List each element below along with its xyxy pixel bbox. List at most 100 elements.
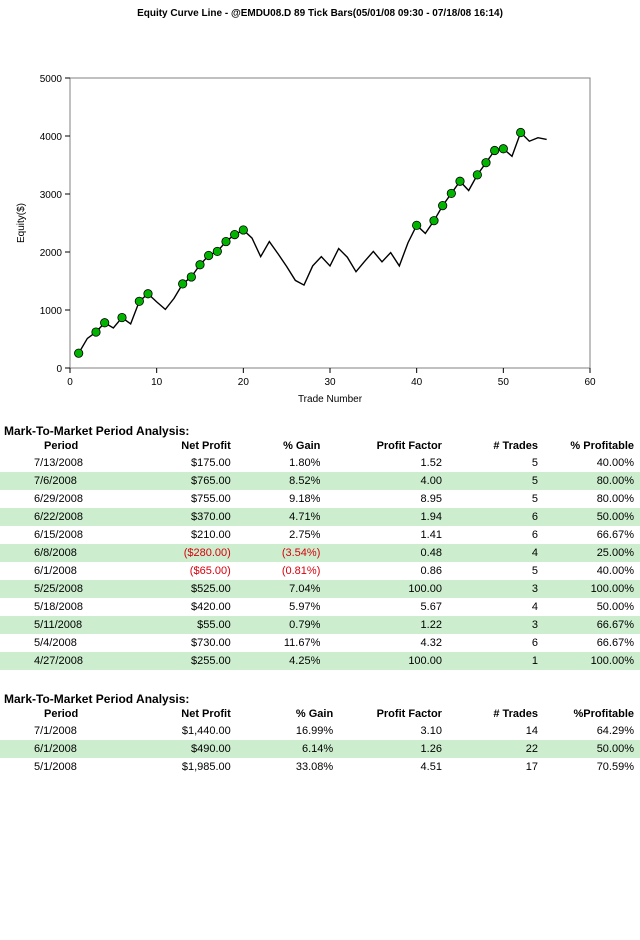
svg-text:0: 0 bbox=[67, 377, 73, 388]
table-cell: 33.08% bbox=[237, 758, 339, 776]
svg-text:0: 0 bbox=[56, 364, 62, 375]
table-cell: 5/25/2008 bbox=[0, 580, 122, 598]
svg-text:Trade Number: Trade Number bbox=[298, 394, 363, 403]
column-header: Profit Factor bbox=[339, 706, 448, 722]
table-cell: 4 bbox=[448, 544, 544, 562]
table1-title: Mark-To-Market Period Analysis: bbox=[0, 416, 640, 438]
table-cell: 5 bbox=[448, 472, 544, 490]
table-cell: $370.00 bbox=[122, 508, 237, 526]
table-cell: 5.67 bbox=[326, 598, 448, 616]
table-cell: 66.67% bbox=[544, 634, 640, 652]
chart-title: Equity Curve Line - @EMDU08.D 89 Tick Ba… bbox=[0, 0, 640, 23]
table-cell: 11.67% bbox=[237, 634, 327, 652]
column-header: % Gain bbox=[237, 706, 339, 722]
table-cell: 6 bbox=[448, 634, 544, 652]
table-cell: $490.00 bbox=[122, 740, 237, 758]
table2-title: Mark-To-Market Period Analysis: bbox=[0, 684, 640, 706]
table-cell: $755.00 bbox=[122, 490, 237, 508]
table-row: 6/29/2008$755.009.18%8.95580.00% bbox=[0, 490, 640, 508]
table-cell: 5 bbox=[448, 454, 544, 472]
table-cell: $210.00 bbox=[122, 526, 237, 544]
table-cell: 1 bbox=[448, 652, 544, 670]
table-cell: 6/29/2008 bbox=[0, 490, 122, 508]
table-cell: 4.25% bbox=[237, 652, 327, 670]
table-cell: 16.99% bbox=[237, 722, 339, 740]
table-cell: $1,440.00 bbox=[122, 722, 237, 740]
table-cell: 1.41 bbox=[326, 526, 448, 544]
column-header: Period bbox=[0, 438, 122, 454]
table-row: 7/6/2008$765.008.52%4.00580.00% bbox=[0, 472, 640, 490]
column-header: Net Profit bbox=[122, 706, 237, 722]
table-cell: 6/22/2008 bbox=[0, 508, 122, 526]
column-header: # Trades bbox=[448, 706, 544, 722]
table-cell: 5/18/2008 bbox=[0, 598, 122, 616]
table-cell: 66.67% bbox=[544, 526, 640, 544]
table-cell: 7/1/2008 bbox=[0, 722, 122, 740]
table-cell: 4.71% bbox=[237, 508, 327, 526]
table-cell: ($280.00) bbox=[122, 544, 237, 562]
table-cell: 100.00 bbox=[326, 580, 448, 598]
table-cell: 4.00 bbox=[326, 472, 448, 490]
table-row: 5/25/2008$525.007.04%100.003100.00% bbox=[0, 580, 640, 598]
column-header: Net Profit bbox=[122, 438, 237, 454]
table-cell: 1.52 bbox=[326, 454, 448, 472]
table-cell: $730.00 bbox=[122, 634, 237, 652]
table-cell: $55.00 bbox=[122, 616, 237, 634]
table-cell: 80.00% bbox=[544, 490, 640, 508]
table-cell: 4/27/2008 bbox=[0, 652, 122, 670]
svg-text:40: 40 bbox=[411, 377, 423, 388]
table-cell: 6/8/2008 bbox=[0, 544, 122, 562]
table-row: 6/22/2008$370.004.71%1.94650.00% bbox=[0, 508, 640, 526]
table-cell: 64.29% bbox=[544, 722, 640, 740]
column-header: % Profitable bbox=[544, 438, 640, 454]
table-cell: 40.00% bbox=[544, 454, 640, 472]
table-cell: 4.51 bbox=[339, 758, 448, 776]
table-cell: 6 bbox=[448, 508, 544, 526]
svg-text:Equity($): Equity($) bbox=[16, 203, 27, 243]
table-cell: $255.00 bbox=[122, 652, 237, 670]
table-row: 4/27/2008$255.004.25%100.001100.00% bbox=[0, 652, 640, 670]
table-cell: 3 bbox=[448, 616, 544, 634]
table-cell: 100.00 bbox=[326, 652, 448, 670]
table-cell: $420.00 bbox=[122, 598, 237, 616]
table-cell: 50.00% bbox=[544, 508, 640, 526]
table-cell: 8.95 bbox=[326, 490, 448, 508]
table-cell: 50.00% bbox=[544, 598, 640, 616]
svg-text:10: 10 bbox=[151, 377, 163, 388]
period-analysis-table-2: PeriodNet Profit% GainProfit Factor# Tra… bbox=[0, 706, 640, 776]
table-row: 7/1/2008$1,440.0016.99%3.101464.29% bbox=[0, 722, 640, 740]
table-cell: 2.75% bbox=[237, 526, 327, 544]
svg-text:60: 60 bbox=[584, 377, 596, 388]
table-cell: 1.80% bbox=[237, 454, 327, 472]
column-header: # Trades bbox=[448, 438, 544, 454]
table-cell: (3.54%) bbox=[237, 544, 327, 562]
table-cell: 17 bbox=[448, 758, 544, 776]
period-analysis-table-1: PeriodNet Profit% GainProfit Factor# Tra… bbox=[0, 438, 640, 670]
table-cell: 5 bbox=[448, 562, 544, 580]
column-header: Period bbox=[0, 706, 122, 722]
table-cell: 80.00% bbox=[544, 472, 640, 490]
svg-text:50: 50 bbox=[498, 377, 510, 388]
table-cell: 3.10 bbox=[339, 722, 448, 740]
table-cell: 6/1/2008 bbox=[0, 740, 122, 758]
column-header: % Gain bbox=[237, 438, 327, 454]
equity-curve-chart: 0100020003000400050000102030405060Trade … bbox=[0, 23, 640, 408]
table-cell: 70.59% bbox=[544, 758, 640, 776]
svg-text:2000: 2000 bbox=[40, 248, 63, 259]
table-row: 5/4/2008$730.0011.67%4.32666.67% bbox=[0, 634, 640, 652]
table-row: 6/8/2008($280.00)(3.54%)0.48425.00% bbox=[0, 544, 640, 562]
table-cell: 100.00% bbox=[544, 580, 640, 598]
table-cell: 1.94 bbox=[326, 508, 448, 526]
table-row: 5/18/2008$420.005.97%5.67450.00% bbox=[0, 598, 640, 616]
table-cell: $525.00 bbox=[122, 580, 237, 598]
table-cell: 6/1/2008 bbox=[0, 562, 122, 580]
table-cell: 7/13/2008 bbox=[0, 454, 122, 472]
svg-text:4000: 4000 bbox=[40, 132, 63, 143]
table-cell: 1.26 bbox=[339, 740, 448, 758]
table-cell: ($65.00) bbox=[122, 562, 237, 580]
table-cell: 3 bbox=[448, 580, 544, 598]
table-cell: 4.32 bbox=[326, 634, 448, 652]
table-cell: 40.00% bbox=[544, 562, 640, 580]
table-cell: 0.79% bbox=[237, 616, 327, 634]
table-row: 6/15/2008$210.002.75%1.41666.67% bbox=[0, 526, 640, 544]
